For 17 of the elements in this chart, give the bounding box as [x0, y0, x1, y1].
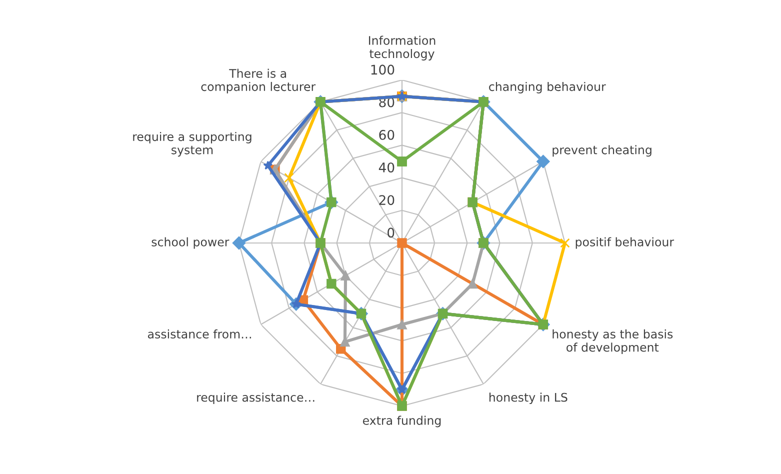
y-tick-label: 0 [388, 228, 394, 238]
spoke-label: Information technology [368, 36, 436, 60]
y-tick-label: 100 [371, 64, 394, 75]
spoke-label: extra funding [362, 416, 441, 428]
spoke-label: There is a companion lecturer [201, 68, 316, 94]
spoke-label: positif behaviour [576, 237, 674, 249]
y-tick-label: 40 [378, 162, 394, 172]
spoke-label: require assistance… [197, 392, 314, 404]
spoke-label: assistance from… [148, 329, 252, 339]
y-tick-label: 60 [379, 130, 394, 140]
spoke-label: require a supporting system [133, 132, 252, 157]
spoke-label: changing behaviour [489, 82, 606, 94]
spoke-label: honesty as the basis of development [552, 329, 673, 354]
spoke-label: honesty in LS [489, 392, 568, 404]
spoke-label: school power [152, 237, 230, 249]
y-tick-label: 20 [379, 195, 394, 206]
spoke-label: prevent cheating [552, 145, 652, 157]
